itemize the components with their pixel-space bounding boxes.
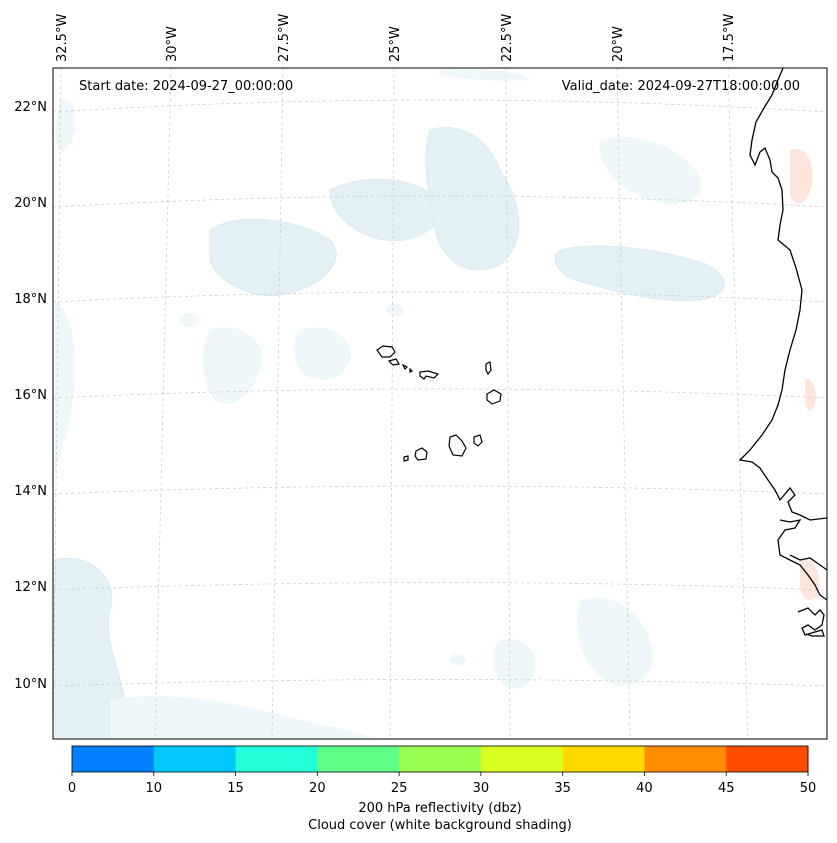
map-area [53,68,827,739]
lon-label: 30°W [165,26,180,62]
gambia-coast [777,519,827,601]
colorbar-tick-label: 10 [146,781,163,796]
colorbar-title: 200 hPa reflectivity (dbz) [358,801,522,816]
latitude-labels: 22°N 20°N 18°N 16°N 14°N 12°N 10°N [14,100,47,692]
colorbar-segment [562,746,645,772]
start-date-label: Start date: 2024-09-27_00:00:00 [79,79,293,94]
colorbar-tick-label: 35 [554,781,571,796]
reflectivity-shading [790,149,820,601]
longitude-labels: 32.5°W 30°W 27.5°W 25°W 22.5°W 20°W 17.5… [55,14,737,62]
colorbar-tick-label: 30 [473,781,490,796]
bijagos-islands [797,607,825,637]
lat-label: 12°N [14,580,47,595]
colorbar-tick-label: 45 [718,781,735,796]
colorbar-tick-label: 25 [391,781,408,796]
colorbar-segment [726,746,809,772]
map-frame [52,67,828,740]
colorbar-segment [399,746,482,772]
colorbar-segment [317,746,400,772]
lon-label: 20°W [611,26,626,62]
lon-label: 22.5°W [500,14,515,62]
colorbar-segment [644,746,727,772]
lat-label: 14°N [14,484,47,499]
colorbar-segment [72,746,155,772]
colorbar-tick-label: 20 [309,781,326,796]
lat-label: 18°N [14,292,47,307]
lon-label: 17.5°W [722,14,737,62]
lon-label: 25°W [388,26,403,62]
colorbar-tick-label: 15 [227,781,244,796]
lat-label: 20°N [14,196,47,211]
lat-label: 16°N [14,388,47,403]
lon-label: 32.5°W [55,14,70,62]
colorbar-frame [71,745,809,773]
colorbar-segment [235,746,318,772]
cape-verde-islands [376,345,502,462]
colorbar-tick-label: 0 [68,781,76,796]
cloud-cover-shading [53,69,725,739]
colorbar-tick-label: 50 [800,781,817,796]
graticule [53,68,827,739]
colorbar-subtitle: Cloud cover (white background shading) [308,818,572,833]
lon-label: 27.5°W [277,14,292,62]
guinea-coast [789,554,827,571]
africa-coastline [738,68,827,521]
colorbar-tick-label: 40 [636,781,653,796]
valid-date-label: Valid_date: 2024-09-27T18:00:00.00 [562,79,800,94]
colorbar: 0 10 15 20 25 30 35 40 45 50 [68,746,816,796]
lat-label: 22°N [14,100,47,115]
lat-label: 10°N [14,677,47,692]
colorbar-segment [153,746,237,772]
colorbar-segment [480,746,564,772]
